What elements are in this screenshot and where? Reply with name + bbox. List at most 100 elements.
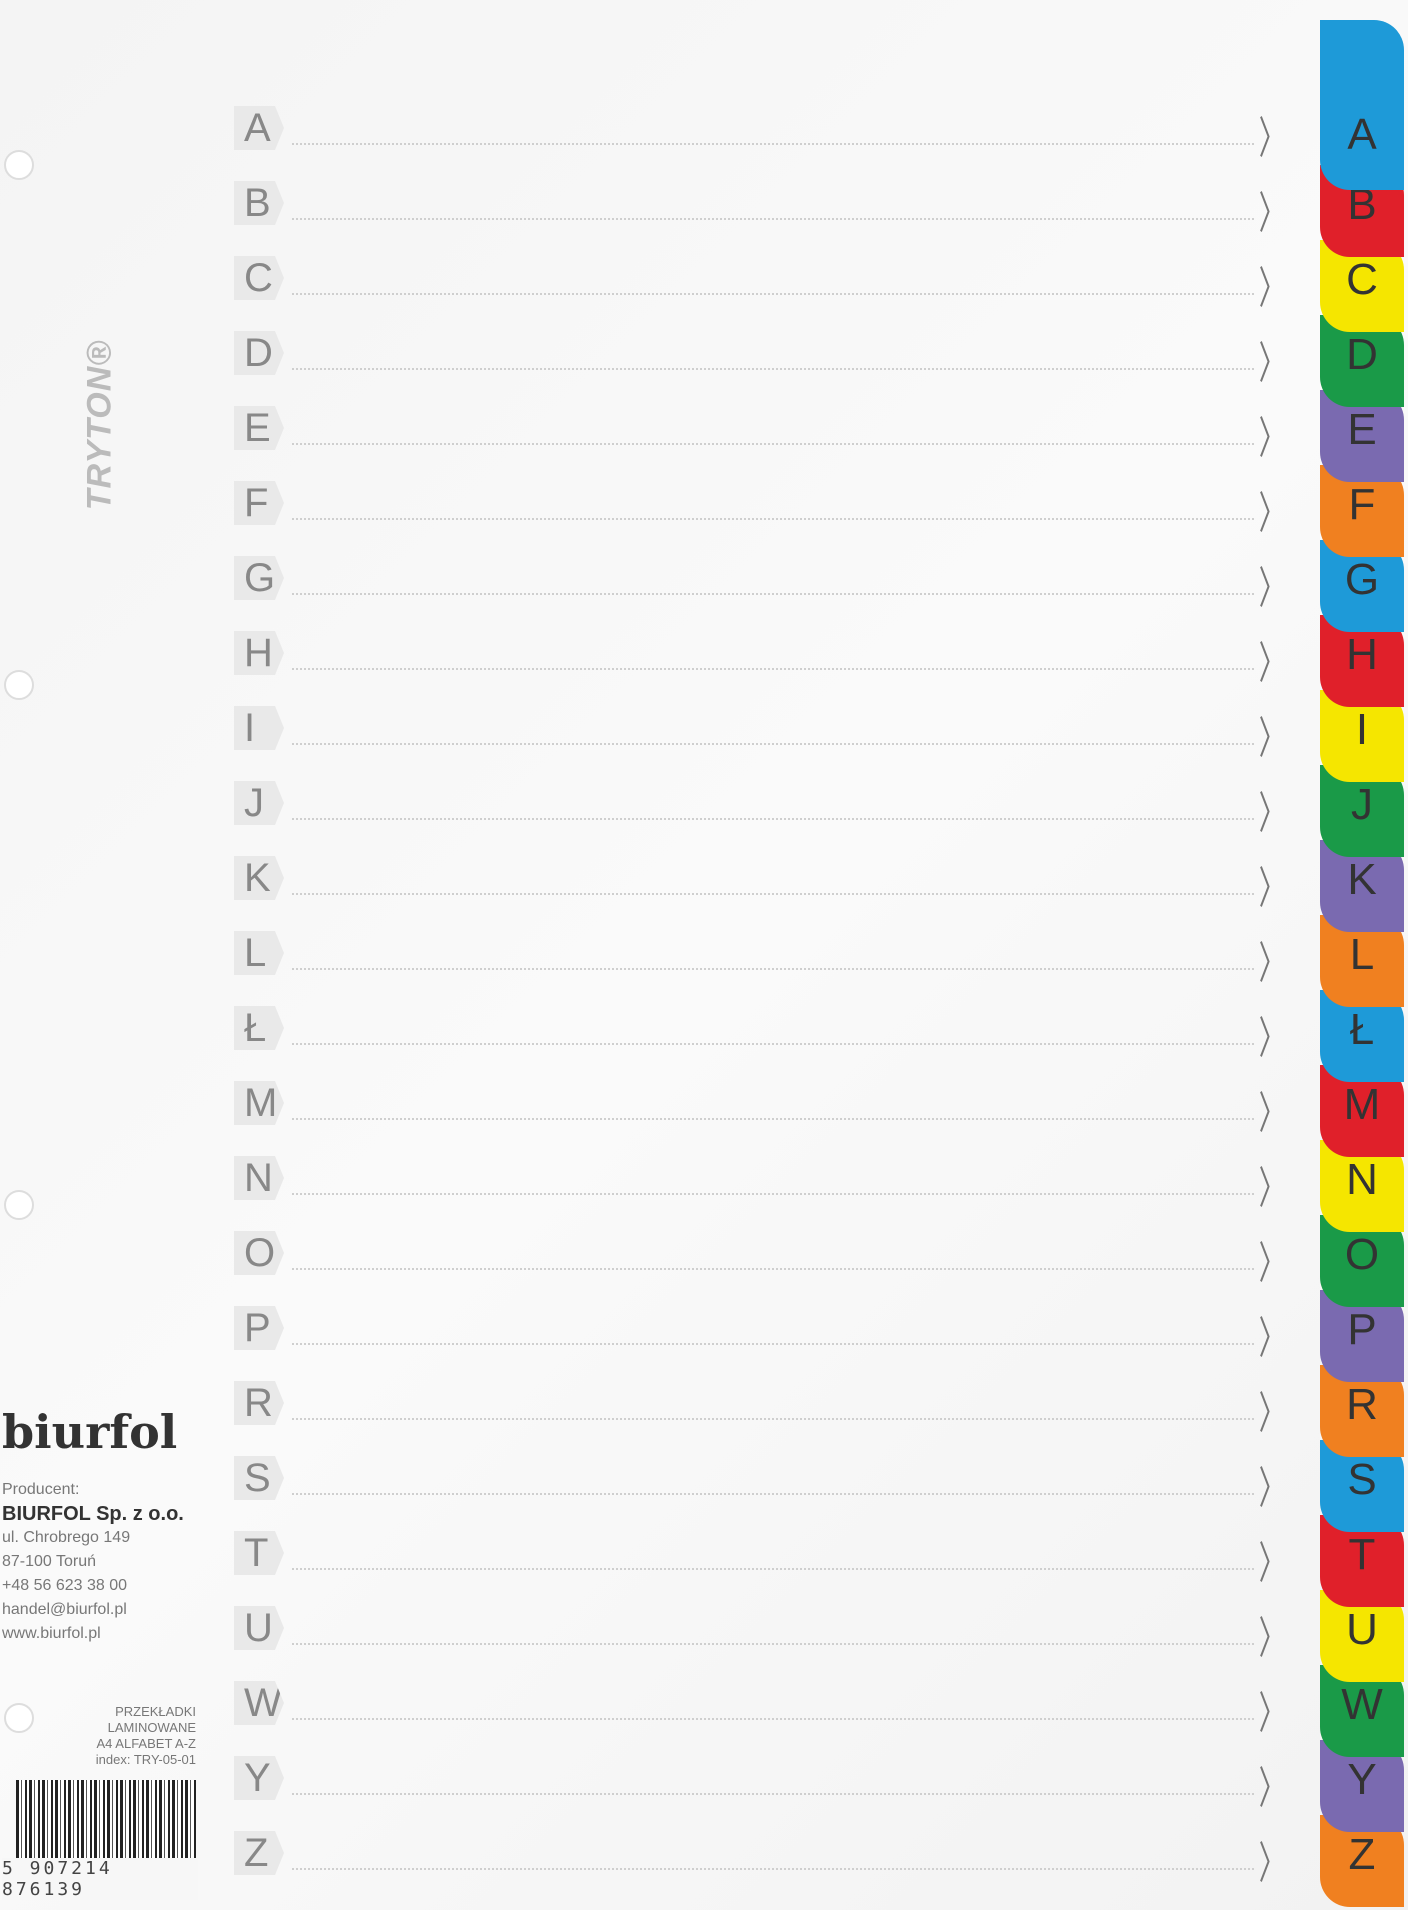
index-row: U 〉 (234, 1598, 1294, 1664)
writing-line (292, 1193, 1254, 1195)
writing-line (292, 1043, 1254, 1045)
writing-line (292, 1118, 1254, 1120)
product-index: index: TRY-05-01 (95, 1752, 196, 1767)
row-letter: L (234, 931, 284, 975)
row-letter: J (234, 781, 284, 825)
chevron-right-icon: 〉 (1258, 488, 1286, 539)
writing-line (292, 368, 1254, 370)
writing-line (292, 1418, 1254, 1420)
index-row: C 〉 (234, 248, 1294, 314)
index-row: E 〉 (234, 398, 1294, 464)
index-row: A 〉 (234, 98, 1294, 164)
chevron-right-icon: 〉 (1258, 413, 1286, 464)
chevron-right-icon: 〉 (1258, 1688, 1286, 1739)
producer-city: 87-100 Toruń (2, 1553, 96, 1570)
chevron-right-icon: 〉 (1258, 1838, 1286, 1889)
ean-number: 5 907214 876139 (2, 1858, 198, 1900)
tab-C[interactable]: C (1320, 240, 1404, 332)
chevron-right-icon: 〉 (1258, 1388, 1286, 1439)
row-letter: Ł (234, 1006, 284, 1050)
producer-web: www.biurfol.pl (2, 1625, 101, 1642)
chevron-right-icon: 〉 (1258, 263, 1286, 314)
writing-line (292, 668, 1254, 670)
producer-label: Producent: (2, 1481, 80, 1498)
producer-name: BIURFOL Sp. z o.o. (2, 1503, 184, 1525)
row-letter: I (234, 706, 284, 750)
index-row: H 〉 (234, 623, 1294, 689)
chevron-right-icon: 〉 (1258, 1313, 1286, 1364)
row-letter: M (234, 1081, 284, 1125)
writing-line (292, 1493, 1254, 1495)
row-letter: D (234, 331, 284, 375)
chevron-right-icon: 〉 (1258, 113, 1286, 164)
producer-info: Producent: BIURFOL Sp. z o.o. ul. Chrobr… (2, 1478, 184, 1646)
chevron-right-icon: 〉 (1258, 638, 1286, 689)
chevron-right-icon: 〉 (1258, 1238, 1286, 1289)
index-row: T 〉 (234, 1523, 1294, 1589)
writing-line (292, 1643, 1254, 1645)
index-row: J 〉 (234, 773, 1294, 839)
row-letter: H (234, 631, 284, 675)
row-letter: S (234, 1456, 284, 1500)
producer-email: handel@biurfol.pl (2, 1601, 127, 1618)
chevron-right-icon: 〉 (1258, 1538, 1286, 1589)
row-letter: R (234, 1381, 284, 1425)
row-letter: E (234, 406, 284, 450)
index-row: M 〉 (234, 1073, 1294, 1139)
chevron-right-icon: 〉 (1258, 563, 1286, 614)
chevron-right-icon: 〉 (1258, 713, 1286, 764)
index-row: G 〉 (234, 548, 1294, 614)
writing-line (292, 143, 1254, 145)
row-letter: U (234, 1606, 284, 1650)
row-letter: N (234, 1156, 284, 1200)
writing-line (292, 1268, 1254, 1270)
row-letter: C (234, 256, 284, 300)
chevron-right-icon: 〉 (1258, 1763, 1286, 1814)
row-letter: T (234, 1531, 284, 1575)
writing-line (292, 293, 1254, 295)
row-letter: G (234, 556, 284, 600)
punch-hole (4, 1190, 34, 1220)
writing-line (292, 1343, 1254, 1345)
punch-hole (4, 1703, 34, 1733)
index-row: D 〉 (234, 323, 1294, 389)
writing-line (292, 1868, 1254, 1870)
index-row: B 〉 (234, 173, 1294, 239)
punch-hole (4, 670, 34, 700)
index-row: Y 〉 (234, 1748, 1294, 1814)
writing-line (292, 1568, 1254, 1570)
row-letter: K (234, 856, 284, 900)
tab-P[interactable]: P (1320, 1290, 1404, 1382)
index-row: K 〉 (234, 848, 1294, 914)
product-line: PRZEKŁADKI (115, 1704, 196, 1719)
index-row: F 〉 (234, 473, 1294, 539)
chevron-right-icon: 〉 (1258, 1613, 1286, 1664)
chevron-right-icon: 〉 (1258, 863, 1286, 914)
punch-hole (4, 150, 34, 180)
chevron-right-icon: 〉 (1258, 338, 1286, 389)
chevron-right-icon: 〉 (1258, 188, 1286, 239)
row-letter: O (234, 1231, 284, 1275)
producer-street: ul. Chrobrego 149 (2, 1529, 131, 1546)
producer-phone: +48 56 623 38 00 (2, 1577, 128, 1594)
chevron-right-icon: 〉 (1258, 1088, 1286, 1139)
index-row: N 〉 (234, 1148, 1294, 1214)
row-letter: P (234, 1306, 284, 1350)
tab-A[interactable]: A (1320, 20, 1404, 190)
chevron-right-icon: 〉 (1258, 1163, 1286, 1214)
product-line: LAMINOWANE (107, 1720, 196, 1735)
row-letter: F (234, 481, 284, 525)
chevron-right-icon: 〉 (1258, 938, 1286, 989)
writing-line (292, 443, 1254, 445)
index-row: Ł 〉 (234, 998, 1294, 1064)
index-row: O 〉 (234, 1223, 1294, 1289)
index-row: R 〉 (234, 1373, 1294, 1439)
index-row: P 〉 (234, 1298, 1294, 1364)
index-row: L 〉 (234, 923, 1294, 989)
writing-line (292, 1793, 1254, 1795)
writing-line (292, 818, 1254, 820)
chevron-right-icon: 〉 (1258, 1463, 1286, 1514)
brand-logo: biurfol (2, 1405, 178, 1459)
row-letter: A (234, 106, 284, 150)
barcode (16, 1780, 196, 1870)
